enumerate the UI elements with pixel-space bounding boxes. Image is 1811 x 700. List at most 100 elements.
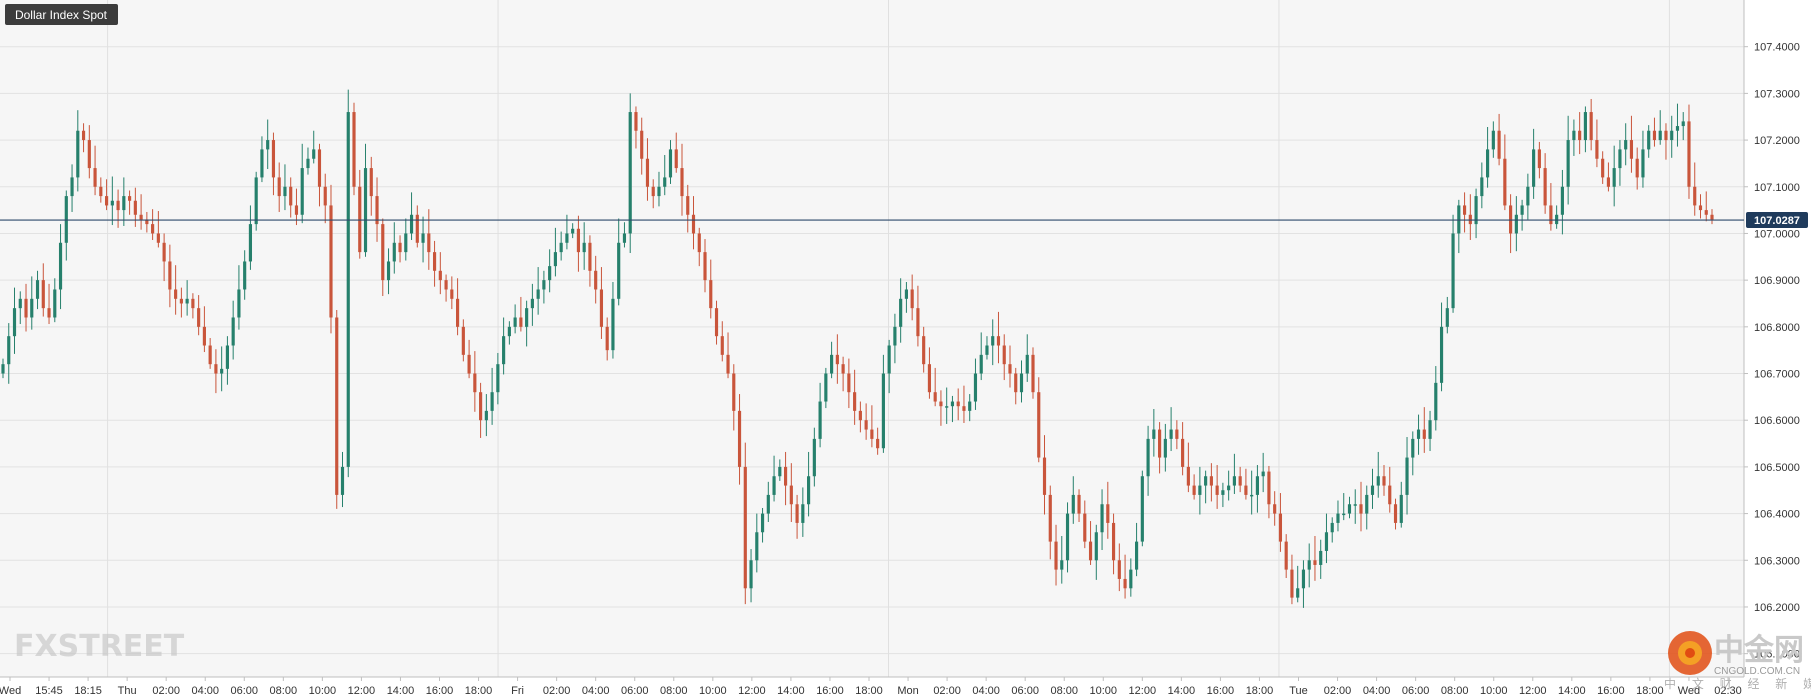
candle-body [1572, 130, 1576, 141]
candle-body [824, 373, 828, 402]
candle [1710, 209, 1714, 225]
candle-body [640, 130, 644, 159]
x-tick-label: 08:00 [1441, 685, 1469, 697]
candle-body [553, 252, 557, 267]
candle-body [674, 149, 678, 169]
candle [1370, 468, 1375, 509]
candle [778, 459, 782, 481]
candle [197, 295, 201, 336]
candle [1169, 407, 1173, 452]
x-tick-label: 02:00 [543, 685, 571, 697]
candle [496, 352, 500, 405]
candle [714, 300, 719, 345]
candle [668, 140, 673, 184]
candle [628, 93, 632, 254]
y-axis-ticks: 106.1000 106.2000 106.3000 106.4000 106.5000… [1744, 42, 1800, 661]
candle-body [1365, 494, 1369, 514]
candle [502, 317, 506, 375]
candle [1083, 500, 1087, 549]
candle [1693, 162, 1697, 216]
candle-body [622, 233, 627, 243]
candle-body [1416, 429, 1421, 439]
candle-body [1134, 541, 1139, 570]
candle-body [1388, 485, 1392, 505]
candle [1388, 466, 1392, 513]
candle [927, 347, 932, 399]
candle-body [812, 438, 816, 477]
candle [1330, 517, 1334, 543]
y-tick-label: 106.5000 [1754, 462, 1800, 474]
candle [1647, 125, 1651, 158]
candle [1238, 466, 1242, 493]
plot-area[interactable] [0, 0, 1744, 677]
candle-body [1342, 513, 1346, 516]
candle-body [755, 532, 759, 561]
cngold-brand-cn: 中金网 [1714, 633, 1804, 668]
candle [617, 218, 621, 306]
candle [1681, 112, 1685, 141]
candle [1042, 435, 1047, 515]
y-tick-label: 106.1000 [1754, 649, 1800, 661]
candle [548, 249, 552, 293]
candle [887, 339, 891, 394]
y-tick-label: 107.2000 [1754, 135, 1800, 147]
candle [392, 222, 396, 274]
candle-body [789, 485, 793, 505]
candle-body [1526, 186, 1530, 206]
candle-body [1301, 569, 1306, 589]
candle-body [1422, 429, 1426, 439]
candle-body [53, 289, 57, 318]
candle [18, 291, 22, 325]
candle [352, 102, 356, 196]
candle-body [663, 177, 667, 187]
candle [409, 192, 414, 240]
fxstreet-watermark: FXSTREET [14, 629, 185, 664]
candle-body [1204, 476, 1208, 486]
candle [640, 117, 644, 175]
candle-body [1192, 485, 1196, 495]
candle-body [1100, 504, 1104, 533]
candle-body [329, 205, 333, 318]
candle-body [513, 317, 517, 327]
candle [1537, 141, 1541, 179]
candle [139, 194, 143, 230]
candle [461, 319, 465, 362]
candle [576, 215, 581, 272]
candle [191, 293, 195, 319]
candle [743, 442, 747, 605]
candle-body [369, 168, 373, 197]
candle-body [519, 317, 523, 327]
candle-body [611, 298, 615, 351]
candle [622, 222, 627, 248]
candle [703, 239, 707, 293]
candle-body [375, 196, 379, 225]
candle-body [473, 373, 477, 393]
candle [645, 138, 650, 201]
candle [1359, 481, 1363, 532]
candle [1019, 360, 1024, 403]
candle-body [1503, 158, 1507, 206]
candle-body [1462, 205, 1467, 215]
candle [168, 244, 172, 308]
candle-body [1353, 504, 1357, 506]
candle [1543, 153, 1547, 214]
candle-body [156, 233, 160, 243]
candle [1589, 98, 1593, 151]
candle-body [30, 298, 34, 318]
candle-body [749, 560, 753, 589]
candle [1204, 470, 1208, 504]
candle [1152, 409, 1156, 457]
candle-body [1129, 569, 1133, 589]
candle [991, 319, 995, 366]
candle [30, 276, 34, 330]
candle-body [1181, 438, 1185, 467]
candle [916, 285, 920, 347]
candle [81, 123, 86, 153]
candle-body [1434, 382, 1438, 421]
candle [1261, 452, 1265, 493]
candle [248, 205, 253, 270]
candle [260, 136, 264, 183]
candle [1376, 451, 1380, 498]
candle-body [1071, 494, 1075, 514]
